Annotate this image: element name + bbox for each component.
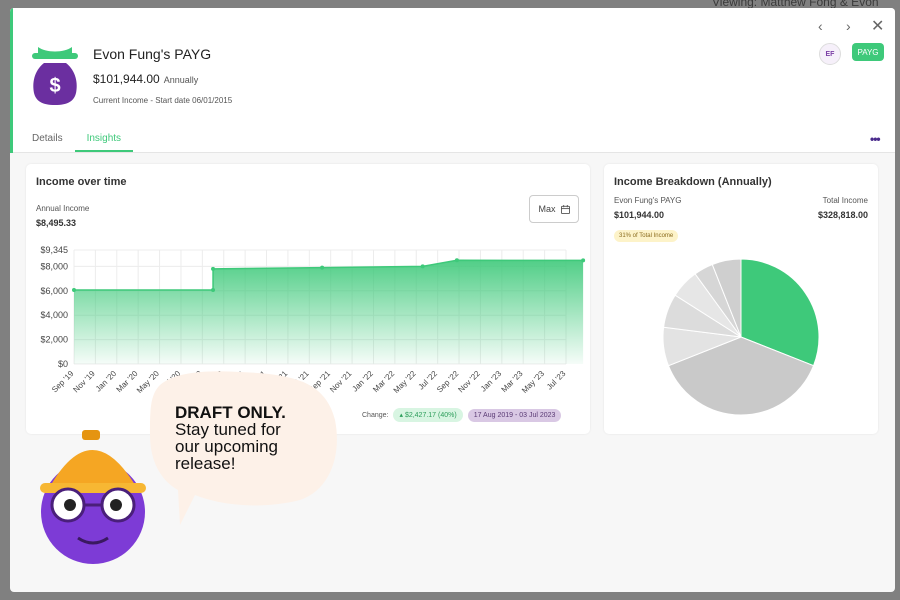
annual-income-label: Annual Income	[36, 204, 90, 213]
x-tick-label: May '22	[392, 369, 418, 395]
page-title: Evon Fung's PAYG	[93, 46, 212, 62]
x-tick-label: Nov '22	[456, 369, 482, 395]
income-amount: $101,944.00 Annually	[93, 72, 198, 86]
x-tick-label: Sep '21	[307, 369, 333, 395]
x-tick-label: Nov '19	[71, 369, 97, 395]
amount-frequency: Annually	[163, 75, 199, 85]
y-tick-label: $0	[58, 359, 68, 369]
x-tick-label: May '21	[263, 369, 289, 395]
data-point	[211, 266, 216, 271]
data-point	[72, 287, 76, 292]
data-point	[320, 265, 325, 270]
more-options-icon[interactable]: •••	[870, 132, 881, 146]
y-tick-label: $9,345	[40, 245, 68, 255]
draft-notice-title: DRAFT ONLY.	[175, 403, 286, 422]
svg-text:$: $	[49, 75, 60, 97]
amount-value: $101,944.00	[93, 72, 160, 86]
x-tick-label: Sep '20	[178, 369, 204, 395]
close-icon[interactable]: ✕	[871, 18, 885, 35]
x-tick-label: May '23	[520, 369, 546, 395]
change-label: Change:	[362, 411, 389, 419]
calendar-icon	[560, 204, 570, 214]
period-select-button[interactable]: Max	[529, 195, 579, 223]
x-tick-label: Nov '21	[328, 369, 354, 395]
tab-details[interactable]: Details	[32, 133, 63, 144]
period-label: Max	[538, 204, 556, 214]
pie-slice	[711, 258, 742, 338]
x-tick-label: Jan '20	[94, 369, 119, 394]
data-point	[581, 258, 586, 263]
chevron-left-icon[interactable]: ‹	[818, 18, 823, 34]
modal-accent-bar	[10, 8, 13, 153]
x-tick-label: May '20	[135, 369, 161, 395]
total-income-label: Total Income	[822, 196, 868, 205]
x-tick-label: Jan '21	[222, 369, 247, 394]
data-point	[420, 264, 425, 269]
y-tick-label: $4,000	[40, 310, 68, 320]
chevron-right-icon[interactable]: ›	[846, 18, 851, 34]
draft-notice: DRAFT ONLY. Stay tuned for our upcoming …	[175, 404, 286, 472]
percent-badge: 31% of Total Income	[614, 230, 679, 242]
y-tick-label: $2,000	[40, 335, 68, 345]
draft-notice-line1: Stay tuned for	[175, 420, 281, 439]
modal-header: $ Evon Fung's PAYG $101,944.00 Annually C…	[10, 8, 895, 153]
y-tick-label: $6,000	[40, 286, 68, 296]
income-over-time-title: Income over time	[36, 176, 127, 188]
area-fill	[74, 260, 584, 364]
change-summary: Change: ▴ $2,427.17 (40%) 17 Aug 2019 - …	[362, 408, 562, 422]
income-subtitle: Current Income - Start date 06/01/2015	[93, 96, 233, 105]
y-tick-label: $8,000	[40, 261, 68, 271]
income-breakdown-card: Income Breakdown (Annually) Evon Fung's …	[604, 164, 878, 434]
x-tick-label: Jan '22	[350, 369, 375, 394]
pie-slice	[667, 336, 815, 416]
total-income-value: $328,818.00	[817, 210, 868, 220]
change-value: $2,427.17 (40%)	[404, 412, 457, 419]
source-value: $101,944.00	[614, 210, 665, 220]
date-range-pill: 17 Aug 2019 - 03 Jul 2023	[467, 408, 562, 422]
x-tick-label: Sep '19	[50, 369, 76, 395]
money-bag-icon: $	[32, 47, 78, 105]
income-over-time-card: Income over time Annual Income $8,495.33…	[26, 164, 590, 434]
change-value-pill: ▴ $2,427.17 (40%)	[393, 408, 463, 422]
payg-badge: PAYG	[852, 43, 884, 61]
x-tick-label: Jul '23	[545, 369, 568, 392]
tab-insights[interactable]: Insights	[74, 133, 134, 152]
tab-bar: Details Insights	[32, 133, 147, 152]
x-tick-label: Nov '20	[200, 369, 226, 395]
income-breakdown-title: Income Breakdown (Annually)	[614, 176, 772, 188]
income-modal: $ Evon Fung's PAYG $101,944.00 Annually C…	[10, 8, 895, 592]
income-pie-chart	[662, 258, 820, 416]
source-label: Evon Fung's PAYG	[614, 196, 682, 205]
pie-slice	[740, 258, 820, 367]
data-point	[211, 287, 216, 292]
x-tick-label: Jan '23	[479, 369, 504, 394]
draft-notice-line2: our upcoming	[175, 437, 279, 456]
draft-notice-line3: release!	[175, 454, 236, 473]
data-point	[454, 258, 459, 263]
annual-income-value: $8,495.33	[36, 218, 77, 228]
x-tick-label: Sep '22	[435, 369, 461, 395]
avatar[interactable]: EF	[819, 43, 841, 65]
